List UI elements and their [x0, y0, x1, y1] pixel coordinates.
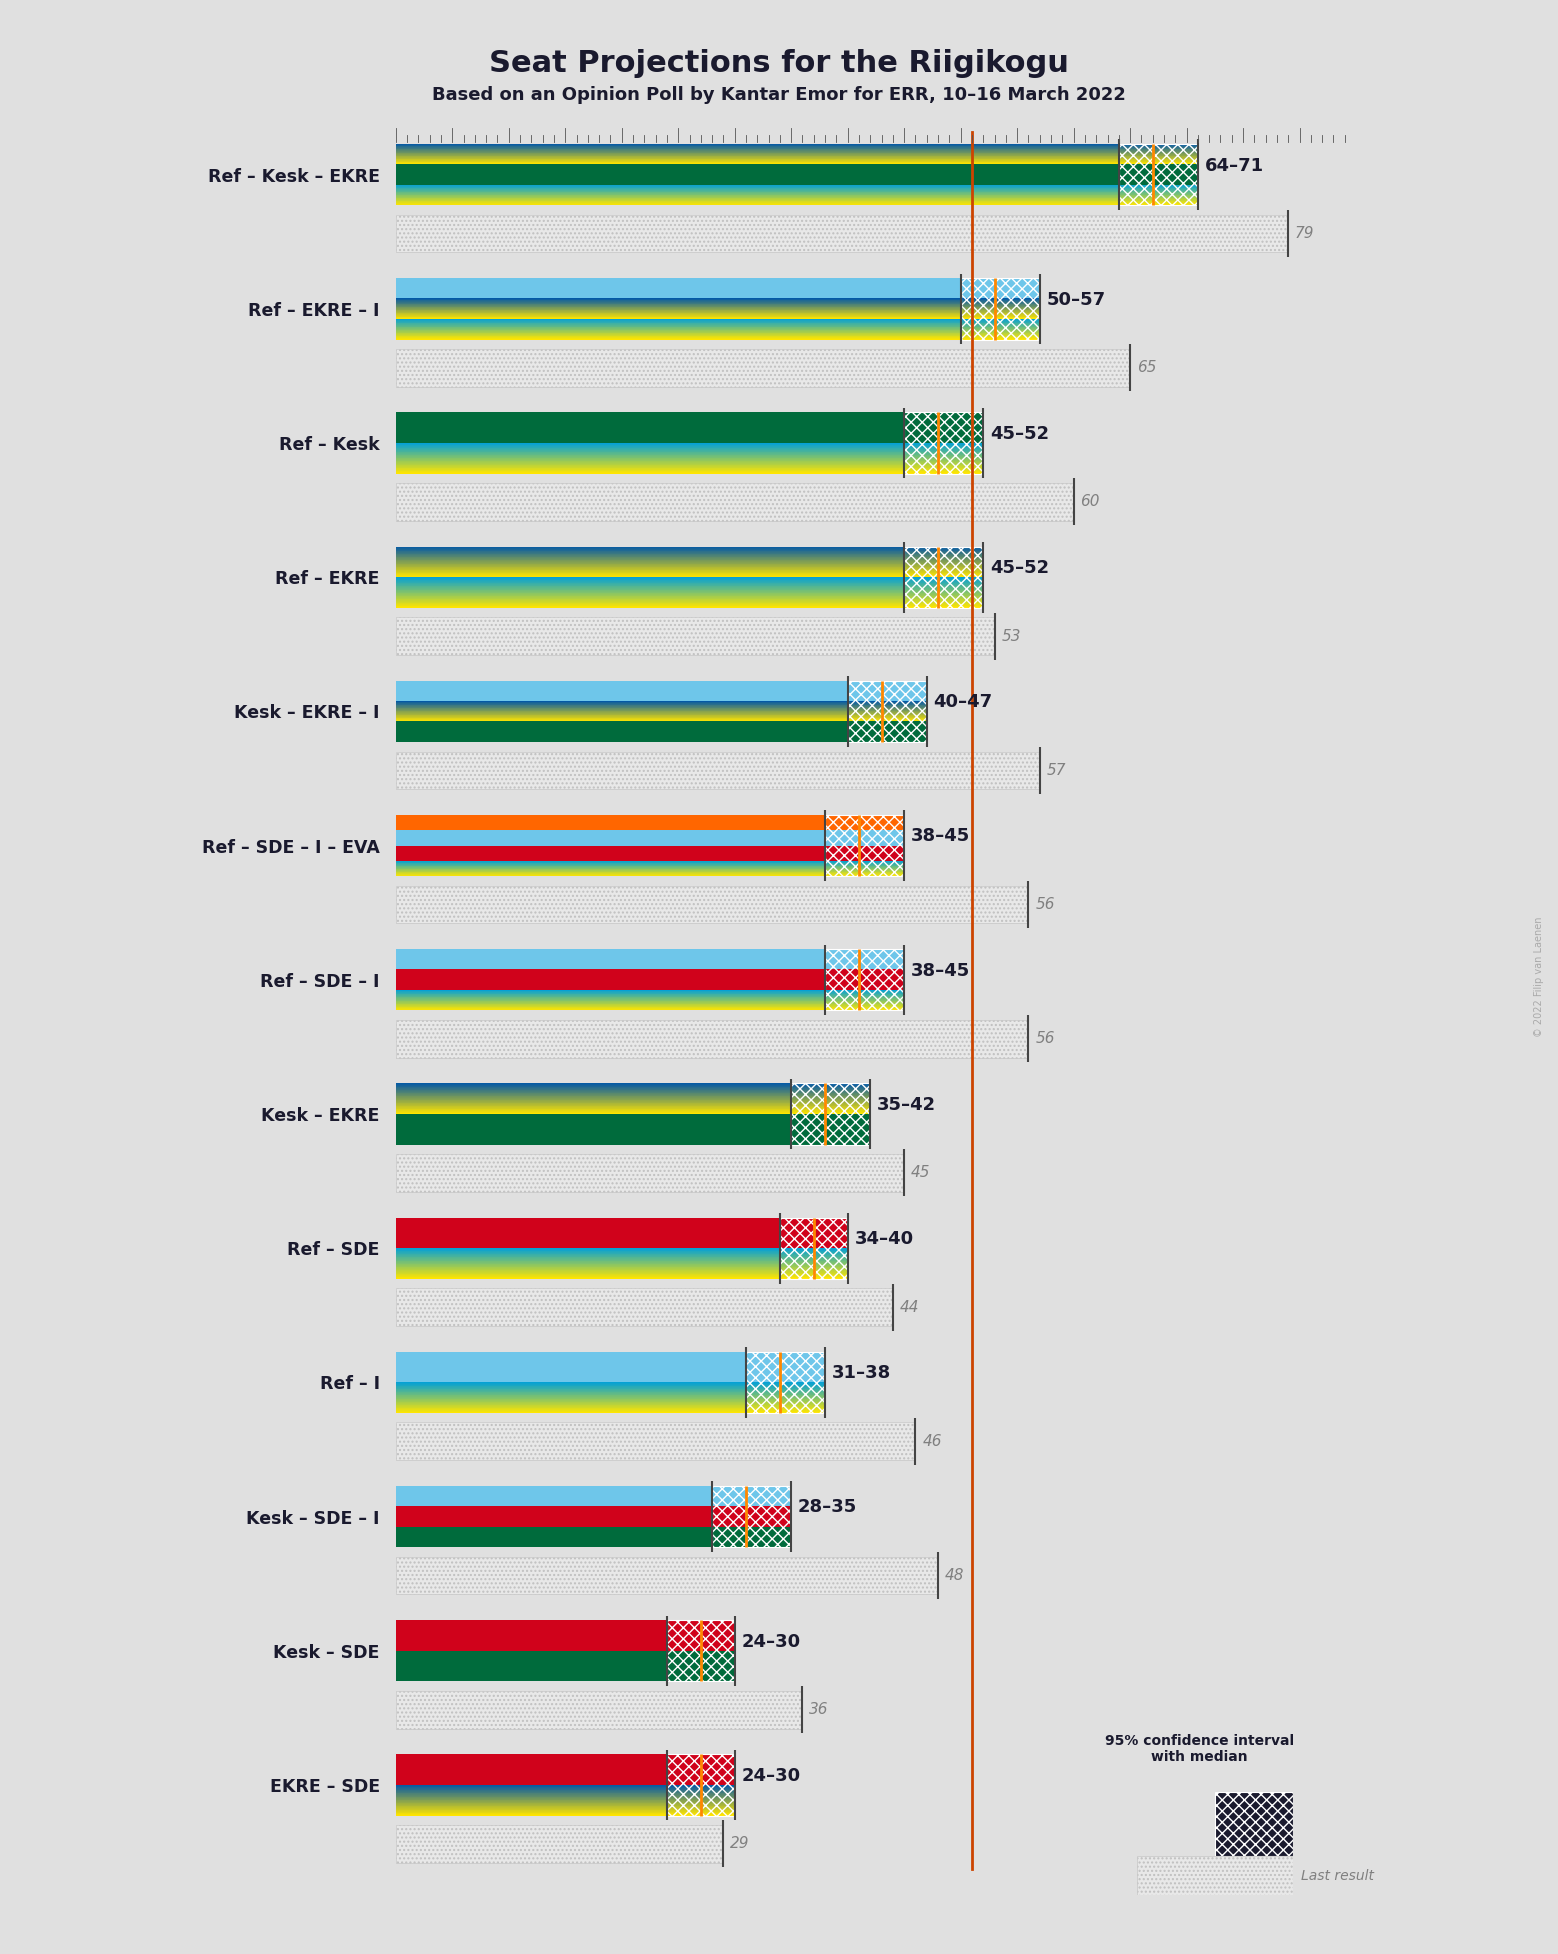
Bar: [396, 1020, 1028, 1057]
Text: 34–40: 34–40: [854, 1231, 913, 1249]
Bar: [396, 215, 1288, 252]
Bar: [396, 1557, 938, 1594]
Bar: [712, 1487, 791, 1548]
Text: Seat Projections for the Riigikogu: Seat Projections for the Riigikogu: [489, 49, 1069, 78]
Bar: [396, 483, 1073, 522]
Text: 44: 44: [899, 1299, 919, 1315]
Bar: [396, 617, 994, 655]
Text: 24–30: 24–30: [742, 1766, 801, 1784]
Bar: [1215, 1792, 1293, 1856]
Bar: [746, 1352, 826, 1413]
Bar: [791, 1083, 871, 1145]
Text: 24–30: 24–30: [742, 1634, 801, 1651]
Bar: [396, 885, 1028, 924]
Bar: [667, 1755, 735, 1815]
Text: 79: 79: [1295, 227, 1315, 240]
Text: 45–52: 45–52: [989, 559, 1049, 576]
Bar: [396, 1423, 916, 1460]
Bar: [961, 277, 1039, 340]
Bar: [396, 752, 1039, 789]
Text: Based on an Opinion Poll by Kantar Emor for ERR, 10–16 March 2022: Based on an Opinion Poll by Kantar Emor …: [432, 86, 1126, 104]
Bar: [667, 1620, 735, 1682]
Bar: [848, 680, 927, 743]
Text: 57: 57: [1047, 762, 1066, 778]
Text: 46: 46: [922, 1434, 941, 1448]
Bar: [396, 752, 1039, 789]
Text: 95% confidence interval
with median: 95% confidence interval with median: [1105, 1735, 1295, 1764]
Text: 28–35: 28–35: [798, 1499, 857, 1516]
Bar: [396, 1288, 893, 1327]
Text: 56: 56: [1035, 1032, 1055, 1045]
Text: 50–57: 50–57: [1047, 291, 1106, 309]
Text: 53: 53: [1002, 629, 1020, 643]
Bar: [396, 1423, 916, 1460]
Bar: [396, 617, 994, 655]
Text: Last result: Last result: [1301, 1868, 1374, 1884]
Bar: [396, 1557, 938, 1594]
Bar: [1119, 145, 1198, 205]
Bar: [396, 1825, 723, 1862]
Text: 48: 48: [944, 1567, 964, 1583]
Text: 38–45: 38–45: [911, 961, 971, 979]
Text: 56: 56: [1035, 897, 1055, 913]
Bar: [904, 547, 983, 608]
Bar: [826, 950, 904, 1010]
Bar: [396, 1155, 904, 1192]
Text: 31–38: 31–38: [832, 1364, 891, 1381]
Bar: [396, 350, 1130, 387]
Text: 29: 29: [731, 1837, 749, 1850]
Bar: [904, 412, 983, 473]
Bar: [396, 1020, 1028, 1057]
Bar: [396, 1690, 802, 1729]
Bar: [396, 1155, 904, 1192]
Text: 36: 36: [809, 1702, 829, 1718]
Text: 45: 45: [911, 1165, 930, 1180]
Text: © 2022 Filip van Laenen: © 2022 Filip van Laenen: [1535, 916, 1544, 1038]
Text: 65: 65: [1137, 360, 1156, 375]
Bar: [396, 1288, 893, 1327]
Text: 38–45: 38–45: [911, 827, 971, 846]
Text: 45–52: 45–52: [989, 424, 1049, 444]
Bar: [396, 215, 1288, 252]
Bar: [396, 885, 1028, 924]
Bar: [396, 1690, 802, 1729]
Bar: [826, 815, 904, 875]
Text: 60: 60: [1080, 494, 1100, 510]
Text: 64–71: 64–71: [1204, 156, 1264, 174]
Bar: [396, 483, 1073, 522]
Bar: [396, 350, 1130, 387]
Bar: [396, 1825, 723, 1862]
Text: 40–47: 40–47: [933, 694, 992, 711]
Text: 35–42: 35–42: [877, 1096, 936, 1114]
Bar: [781, 1217, 848, 1278]
